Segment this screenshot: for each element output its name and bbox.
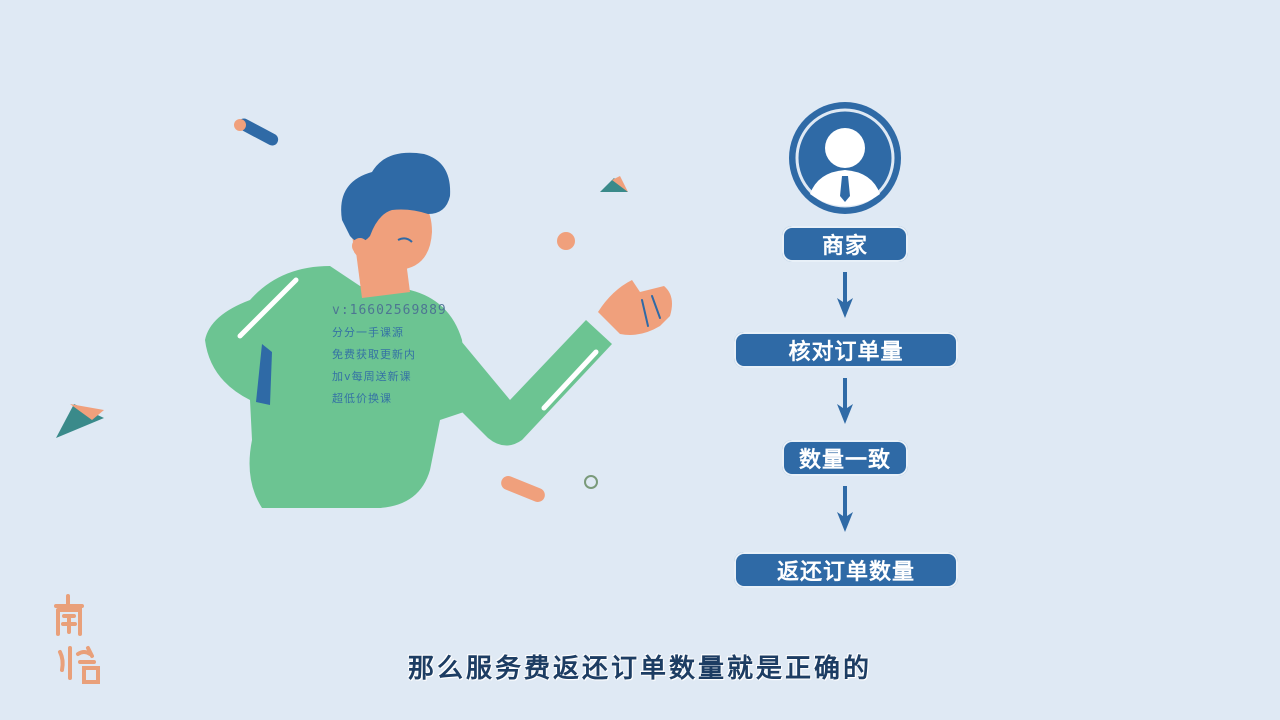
flow-step-verify-orders: 核对订单量 [734,332,958,368]
flow-step-merchant: 商家 [782,226,908,262]
watermark-line: 超低价换课 [332,392,392,405]
flow-step-count-match: 数量一致 [782,440,908,476]
down-arrow-icon [837,486,853,532]
flow-step-return-count: 返还订单数量 [734,552,958,588]
confetti-triangle-left [56,404,104,438]
subtitle-caption: 那么服务费返还订单数量就是正确的 [407,654,872,684]
confetti-pill-top [234,118,279,146]
watermark-line: 加v每周送新课 [332,370,412,383]
confetti-triangle-top [600,176,628,192]
down-arrow-icon [837,378,853,424]
watermark-phone: v:16602569889 [332,303,447,318]
confetti-pill-bottom [501,476,545,502]
watermark-line: 分分一手课源 [332,326,404,339]
confetti-ring [584,475,598,489]
watermark-line: 免费获取更新内 [332,348,416,361]
person-illustration [205,152,672,508]
down-arrow-icon [837,272,853,318]
confetti-dot-orange [557,232,575,250]
brand-logo [54,594,100,684]
watermark-overlay: v:16602569889 分分一手课源 免费获取更新内 加v每周送新课 超低价… [332,300,447,410]
merchant-avatar-icon [789,102,901,214]
